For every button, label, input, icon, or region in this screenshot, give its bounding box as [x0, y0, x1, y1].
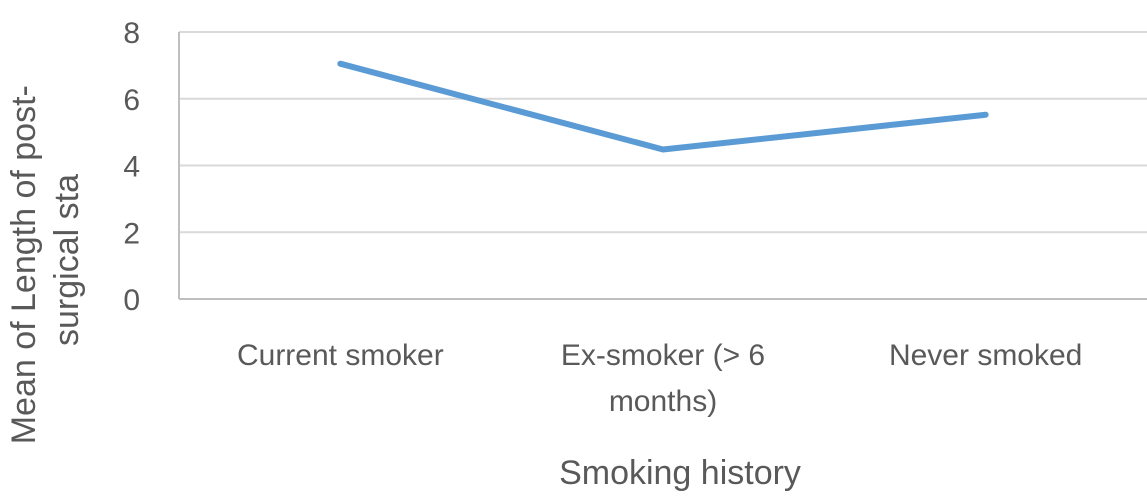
y-axis-title: Mean of Length of post- surgical sta [5, 76, 86, 445]
series-line [337, 60, 989, 153]
x-axis-title: Smoking history [559, 454, 801, 492]
y-tick-labels: 0 2 4 6 8 [123, 17, 140, 317]
y-tick-label: 8 [123, 17, 140, 50]
y-tick-label: 6 [123, 84, 140, 117]
y-tick-label: 2 [123, 217, 140, 250]
x-tick-label-line: Never smoked [889, 339, 1082, 372]
x-tick-label: Ex-smoker (> 6 months) [561, 339, 765, 418]
x-tick-label: Current smoker [237, 339, 444, 372]
gridlines [179, 31, 1147, 234]
x-tick-label-line: months) [609, 385, 717, 418]
x-tick-label: Never smoked [889, 339, 1082, 372]
series [337, 60, 989, 153]
y-axis-title-line-2: surgical sta [48, 174, 86, 346]
y-axis-title-line-1: Mean of Length of post- [5, 85, 43, 444]
axes [178, 32, 1147, 300]
x-tick-label-line: Ex-smoker (> 6 [561, 339, 765, 372]
y-tick-label: 4 [123, 151, 140, 184]
x-tick-labels: Current smoker Ex-smoker (> 6 months) Never… [237, 339, 1082, 418]
x-tick-label-line: Current smoker [237, 339, 444, 372]
y-tick-label: 0 [123, 284, 140, 317]
